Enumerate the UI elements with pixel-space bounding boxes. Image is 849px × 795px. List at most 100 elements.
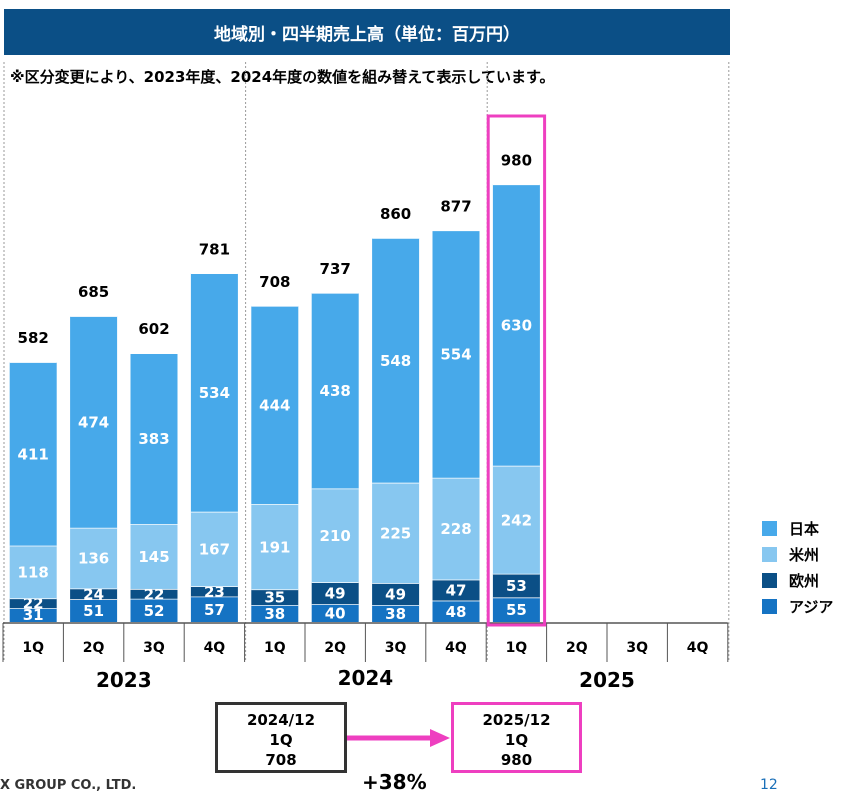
bar-japan [9,362,57,546]
data-label-americas: 136 [78,550,109,568]
total-label: 708 [259,273,290,291]
data-label-europe: 22 [23,595,44,613]
legend-swatch-asia [762,598,777,614]
growth-rate: +38% [362,770,427,794]
x-tick-label: 2Q [566,640,588,656]
bar-americas [492,465,540,574]
data-label-asia: 38 [264,605,285,623]
bar-japan [251,305,299,505]
data-label-europe: 22 [144,585,165,603]
data-label-americas: 191 [259,538,290,556]
bar-japan [190,273,238,512]
bar-asia [311,604,359,622]
bar-europe [492,573,540,598]
bar-americas [70,527,118,589]
bar-japan [432,230,480,478]
data-label-europe: 24 [83,585,104,603]
legend-swatch-americas [762,546,777,562]
data-label-asia: 48 [446,603,467,621]
bar-asia [70,599,118,622]
legend-item-japan: 日本 [762,515,833,541]
bar-europe [70,588,118,600]
data-label-asia: 57 [204,601,225,619]
data-label-asia: 40 [325,605,346,623]
bar-europe [9,598,57,609]
total-label: 980 [501,151,532,169]
legend-label-asia: アジア [789,597,834,616]
bar-europe [432,579,480,601]
data-label-japan: 474 [78,413,109,431]
bar-japan [70,316,118,528]
data-label-americas: 228 [440,520,471,538]
bar-asia [372,605,420,622]
x-tick-label: 3Q [626,640,648,656]
comparison-after-quarter: 1Q [504,731,529,749]
data-label-asia: 51 [83,602,104,620]
legend-item-asia: アジア [762,593,833,619]
bar-americas [432,477,480,580]
legend-item-americas: 米州 [762,541,833,567]
bar-asia [492,597,540,622]
highlight-box [486,114,547,627]
data-label-japan: 554 [440,346,471,364]
legend-item-europe: 欧州 [762,567,833,593]
page-number: 12 [760,777,778,793]
chart-legend: 日本 米州 欧州 アジア [762,515,833,619]
x-tick-label: 4Q [204,640,226,656]
bar-americas [190,511,238,587]
data-label-asia: 52 [144,602,165,620]
bar-europe [251,589,299,606]
legend-swatch-europe [762,572,777,588]
legend-label-japan: 日本 [789,519,820,538]
data-label-americas: 210 [320,527,351,545]
bar-europe [190,586,238,597]
bar-asia [190,596,238,622]
x-tick-label: 1Q [506,640,528,656]
bar-asia [9,608,57,622]
x-tick-label: 3Q [385,640,407,656]
chart-note: ※区分変更により、2023年度、2024年度の数値を組み替えて表示しています。 [10,68,555,86]
data-label-japan: 383 [138,430,169,448]
x-tick-label: 4Q [687,640,709,656]
bar-asia [130,598,178,622]
total-label: 781 [199,240,230,258]
data-label-americas: 225 [380,524,411,542]
x-tick-label: 2Q [324,640,346,656]
year-label: 2025 [579,668,635,692]
total-label: 860 [380,205,411,223]
x-tick-label: 1Q [22,640,44,656]
x-tick-label: 3Q [143,640,165,656]
bar-americas [9,545,57,599]
data-label-europe: 53 [506,577,527,595]
total-label: 685 [78,283,109,301]
data-label-asia: 38 [385,605,406,623]
total-label: 602 [138,320,169,338]
bar-asia [251,605,299,622]
comparison-before-box: 2024/12 1Q 708 [215,702,347,773]
year-label: 2023 [96,668,152,692]
comparison-before-period: 2024/12 [246,711,316,729]
chart-title: 地域別・四半期売上高（単位：百万円） [4,9,730,55]
bar-americas [251,504,299,590]
x-tick-label: 1Q [264,640,286,656]
legend-swatch-japan [762,520,777,536]
data-label-europe: 49 [325,585,346,603]
data-label-japan: 534 [199,384,230,402]
data-label-asia: 55 [506,601,527,619]
bar-europe [372,583,420,606]
data-label-europe: 49 [385,586,406,604]
data-label-americas: 145 [138,548,169,566]
data-label-japan: 411 [18,445,49,463]
data-label-japan: 630 [501,317,532,335]
bar-europe [130,588,178,599]
bar-asia [432,600,480,622]
comparison-arrow-head [430,729,450,747]
data-label-europe: 35 [264,589,285,607]
company-name: X GROUP CO., LTD. [0,778,137,793]
stacked-bar-chart: 1Q31221184115822Q51241364746853Q52221453… [2,62,730,692]
comparison-after-value: 980 [500,751,533,769]
bar-americas [311,488,359,583]
legend-label-americas: 米州 [789,545,820,564]
comparison-after-period: 2025/12 [482,711,551,729]
data-label-japan: 438 [320,382,351,400]
